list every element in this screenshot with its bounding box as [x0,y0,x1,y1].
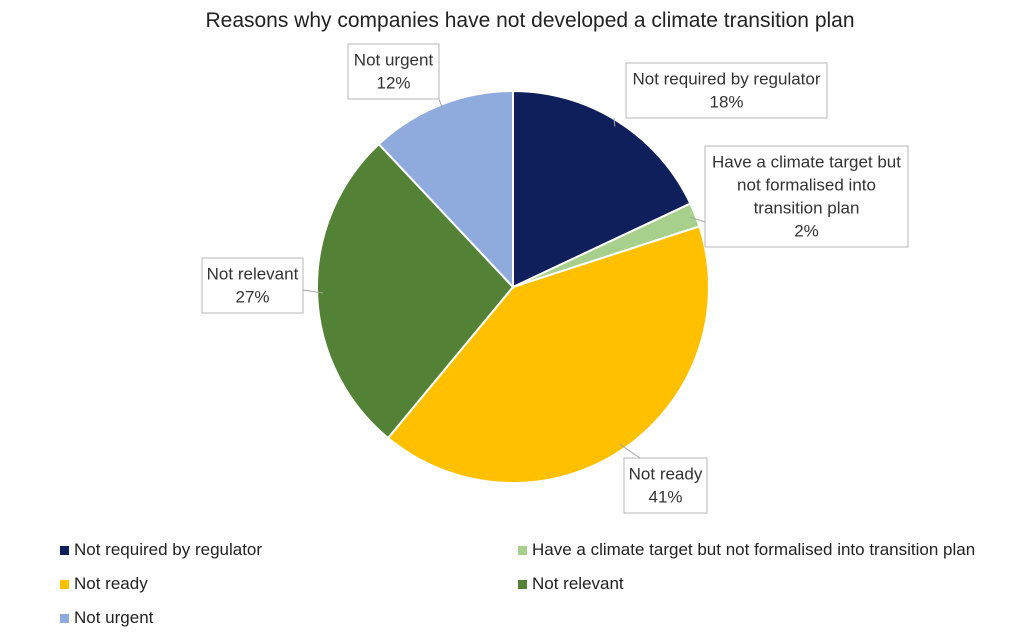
legend-item-not-urgent: Not urgent [60,608,153,628]
data-label-category: Have a climate target but [712,153,901,172]
data-label-category: Not urgent [354,51,434,70]
data-label-value: 18% [709,93,743,112]
legend-swatch [60,579,69,589]
data-label-category: Not relevant [207,265,299,284]
legend-item-climate-target: Have a climate target but not formalised… [518,540,975,560]
legend-label: Not ready [74,574,148,593]
callout-box-3 [201,257,304,314]
leader-line-4 [438,98,444,111]
pie-slice-0 [512,89,692,289]
legend-swatch [518,579,527,589]
pie-slices [316,89,710,484]
data-labels: Not required by regulator 18% Have a clima… [201,43,909,514]
legend-item-not-relevant: Not relevant [518,574,624,594]
legend-label: Not urgent [74,608,154,627]
data-label-value: 27% [235,288,269,307]
callout-box-4 [347,43,440,100]
data-label-value: 12% [376,74,410,93]
legend-swatch [60,613,69,623]
legend-swatch [518,545,527,555]
pie-slice-3 [316,142,515,440]
leader-line-1 [689,216,706,223]
data-label-category: transition plan [754,199,860,218]
legend-label: Have a climate target but not formalised… [532,540,976,559]
leader-line-3 [302,289,324,294]
legend-swatch [60,545,69,555]
leader-line-0 [613,117,616,127]
callout-box-2 [623,457,708,514]
chart-title: Reasons why companies have not developed… [205,9,854,32]
legend-item-not-ready: Not ready [60,574,148,594]
leader-line-2 [619,443,641,459]
data-label-value: 2% [794,222,819,241]
pie-slice-2 [386,225,710,484]
data-label-category: not formalised into [737,176,876,195]
legend-label: Not required by regulator [74,540,263,559]
data-label-value: 41% [648,488,682,507]
data-label-category: Not required by regulator [632,70,820,89]
legend-item-not-required: Not required by regulator [60,540,262,560]
legend-label: Not relevant [532,574,624,593]
data-label-category: Not ready [629,465,703,484]
callout-box-1 [704,145,909,248]
callout-box-0 [625,62,828,119]
